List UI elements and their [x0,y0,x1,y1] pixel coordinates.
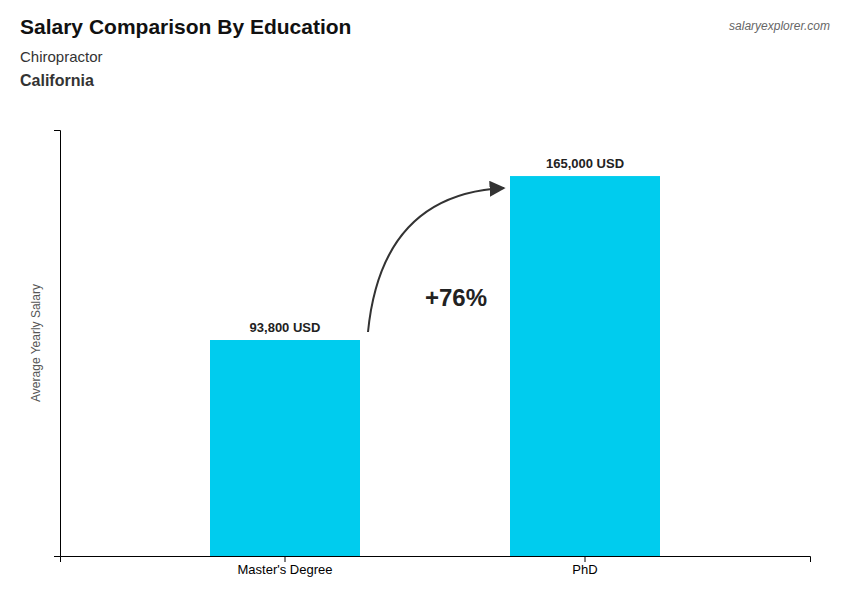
change-arrow [368,188,504,332]
x-tick-mark [285,556,286,562]
y-axis [54,131,61,557]
data-label: 165,000 USD [546,156,624,171]
bars [210,176,660,556]
x-tick-label: PhD [572,562,597,577]
x-tick: Master's Degree [238,556,333,577]
subtitle: California [20,72,94,89]
x-tick-label: Master's Degree [238,562,333,577]
title: Salary Comparison By Education [20,15,351,38]
x-axis: Master's Degree PhD [61,556,811,577]
bar [510,176,660,556]
x-axis-line [61,557,811,563]
subtitle: Chiropractor [20,48,103,65]
data-labels: 93,800 USD 165,000 USD [250,156,624,335]
data-label: 93,800 USD [250,320,321,335]
x-tick: PhD [572,556,597,577]
change-label: +76% [425,284,487,311]
y-axis-title: Average Yearly Salary [29,284,43,402]
y-axis-line [54,131,61,557]
x-tick-mark [585,556,586,562]
chart: Master's Degree PhD Average Yearly Salary 9… [0,0,850,606]
source-label: salaryexplorer.com [729,19,830,33]
bar [210,340,360,556]
